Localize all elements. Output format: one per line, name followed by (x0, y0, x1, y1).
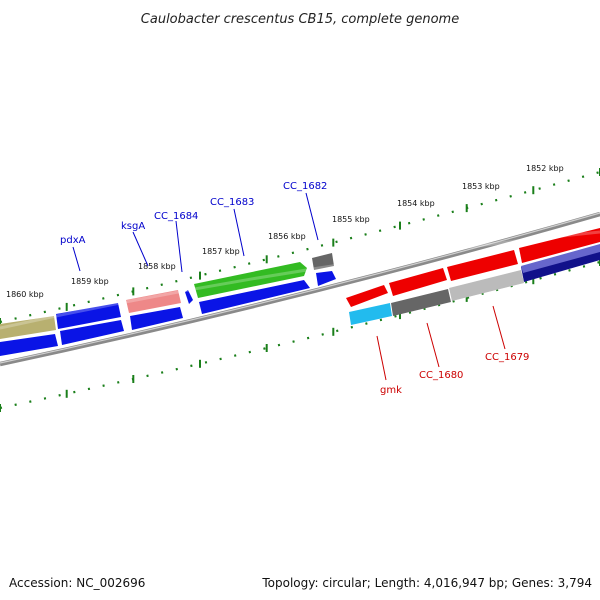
genome-backbone (0, 211, 600, 367)
gene-blue-e[interactable] (316, 271, 336, 286)
gene-red-2[interactable] (389, 268, 447, 296)
connector-CC_1684 (175, 220, 183, 273)
map-title: Caulobacter crescentus CB15, complete ge… (141, 12, 459, 27)
gene-cyan[interactable] (349, 303, 392, 325)
ruler-label-1858: 1858 kbp (138, 262, 176, 271)
gene-ksgA[interactable] (126, 290, 181, 313)
gene-pdxA[interactable] (56, 303, 121, 329)
gene-label-gmk: gmk (380, 385, 402, 396)
gene-label-CC_1682: CC_1682 (283, 181, 327, 192)
connector-pdxA (72, 246, 81, 272)
accession-text: Accession: NC_002696 (9, 576, 146, 590)
gene-blue-a[interactable] (0, 334, 58, 356)
gene-CC_1684-small[interactable] (185, 290, 193, 304)
outer-ruler-ticks (0, 168, 600, 326)
outer-ruler-line (0, 170, 600, 324)
forward-features-row2 (0, 244, 600, 356)
forward-gene-labels: pdxA ksgA CC_1684 CC_1683 CC_1682 (60, 181, 327, 273)
gene-blue-c[interactable] (130, 307, 183, 330)
gene-label-CC_1683: CC_1683 (210, 197, 254, 208)
reverse-gene-labels: gmk CC_1680 CC_1679 (376, 305, 529, 396)
gene-label-ksgA: ksgA (121, 221, 145, 232)
gene-periwinkle[interactable] (521, 244, 600, 273)
connector-CC_1683 (233, 208, 245, 257)
connector-ksgA (132, 231, 149, 267)
gene-blue-d[interactable] (199, 280, 310, 314)
gene-blue-b[interactable] (60, 320, 124, 345)
topology-text: Topology: circular; Length: 4,016,947 bp… (262, 576, 592, 590)
gene-gray-1680[interactable] (391, 289, 451, 316)
gene-olive[interactable] (0, 316, 56, 339)
ruler-label-1853: 1853 kbp (462, 182, 500, 191)
gene-label-pdxA: pdxA (60, 235, 86, 246)
gene-label-CC_1679: CC_1679 (485, 352, 529, 363)
ruler-label-1859: 1859 kbp (71, 277, 109, 286)
gene-label-CC_1684: CC_1684 (154, 211, 198, 222)
gene-label-CC_1680: CC_1680 (419, 370, 463, 381)
ruler-label-1857: 1857 kbp (202, 247, 240, 256)
connector-CC_1679 (492, 305, 506, 350)
ruler-label-1852: 1852 kbp (526, 164, 564, 173)
connector-CC_1680 (426, 322, 440, 368)
gene-red-4[interactable] (519, 228, 600, 263)
gene-silver-1679[interactable] (449, 270, 524, 301)
gene-red-1[interactable] (346, 285, 388, 307)
outer-ruler-labels: 1852 kbp 1853 kbp 1854 kbp 1855 kbp 1856… (6, 164, 564, 299)
gene-CC_1683[interactable] (194, 262, 307, 298)
ruler-label-1854: 1854 kbp (397, 199, 435, 208)
connector-CC_1682 (305, 192, 319, 241)
ruler-label-1856: 1856 kbp (268, 232, 306, 241)
forward-features-row1 (0, 228, 600, 339)
ruler-label-1855: 1855 kbp (332, 215, 370, 224)
ruler-label-1860: 1860 kbp (6, 290, 44, 299)
connector-gmk (376, 335, 387, 381)
gene-red-3[interactable] (447, 250, 518, 281)
gene-CC_1682[interactable] (312, 253, 334, 270)
